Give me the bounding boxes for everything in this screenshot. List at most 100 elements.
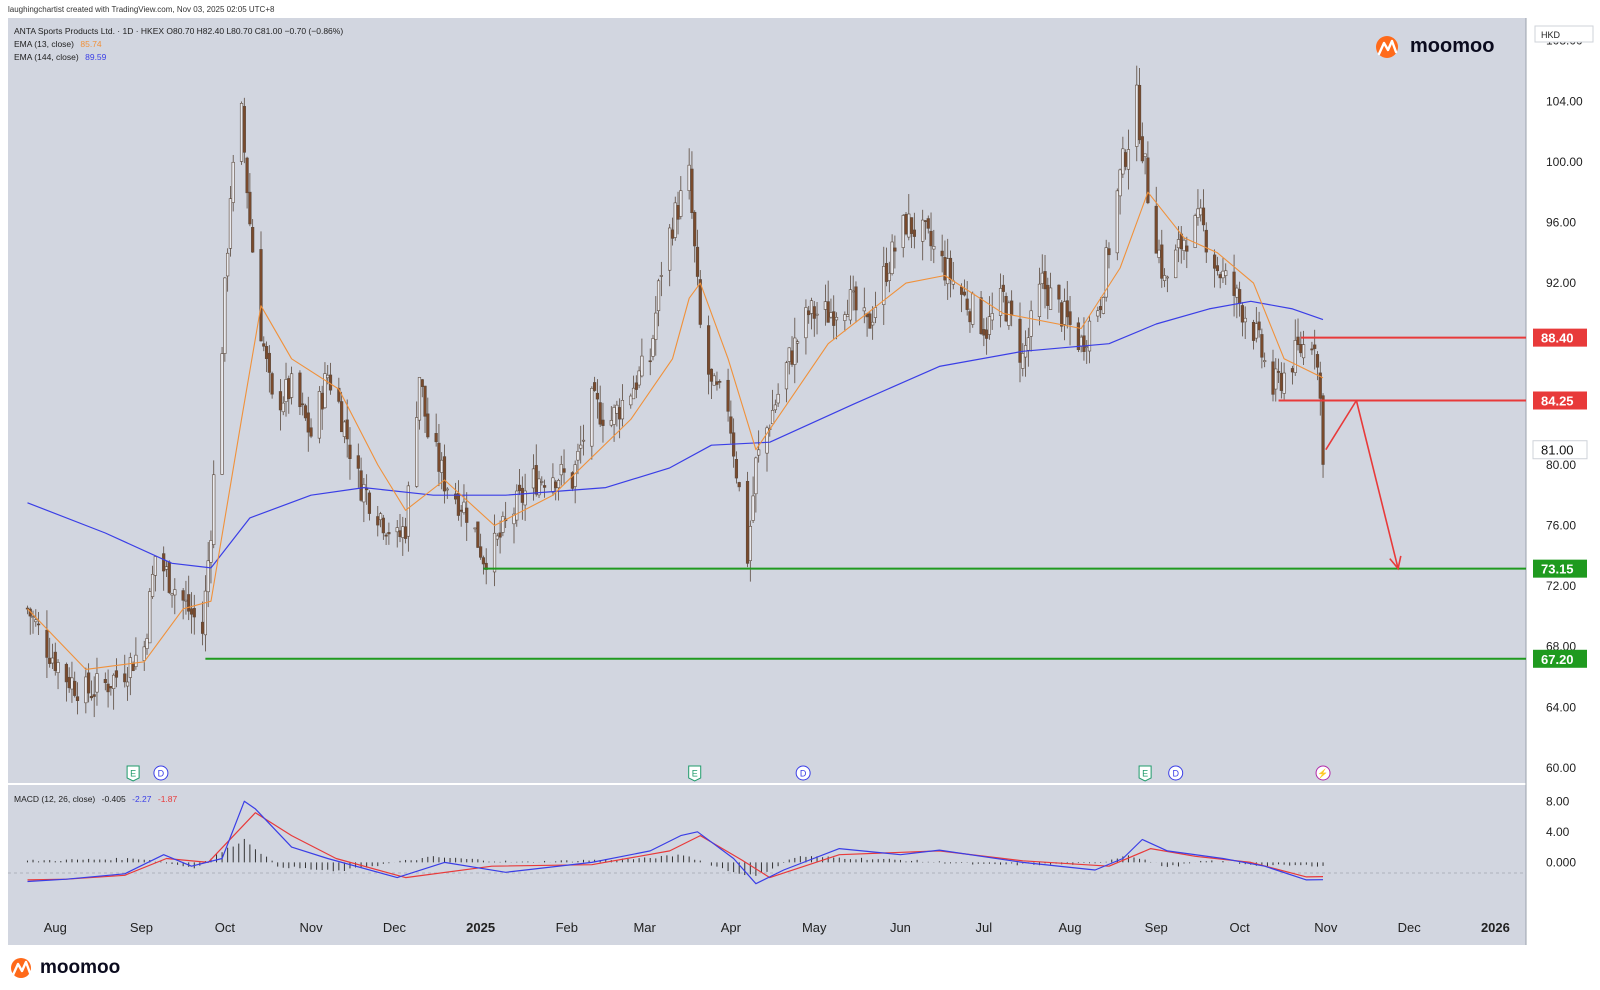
candle-body (1218, 274, 1222, 279)
x-tick-label: Jun (890, 920, 911, 935)
candle-body (712, 375, 716, 386)
candle-body (1004, 296, 1008, 322)
candle-body (284, 379, 288, 402)
candle-body (523, 490, 527, 506)
candle-body (734, 458, 739, 479)
candle-body (1082, 335, 1086, 352)
candle-body (554, 481, 558, 489)
candle-body (640, 355, 644, 377)
candle-body (901, 215, 905, 248)
macd-layer (26, 800, 1324, 885)
candle-body (473, 527, 477, 530)
macd-y-tick-label: 4.00 (1546, 825, 1570, 839)
candle-body (1185, 245, 1189, 252)
candle-body (556, 480, 561, 489)
candle-body (773, 404, 777, 411)
x-tick-label: Nov (1314, 920, 1338, 935)
y-tick-label: 104.00 (1546, 94, 1583, 108)
candle-body (150, 574, 155, 597)
candle-body (637, 370, 641, 386)
candle-body (770, 410, 775, 425)
candle-body (1204, 229, 1208, 253)
candle-body (1299, 344, 1303, 354)
candle-body (615, 404, 619, 414)
candle-body (201, 621, 205, 634)
candle-body (167, 561, 171, 593)
level-badge (1533, 391, 1587, 410)
candle-body (695, 246, 700, 277)
candle-body (987, 316, 992, 335)
candle-body (551, 477, 555, 493)
header-credit: laughingchartist created with TradingVie… (8, 5, 275, 14)
candle-body (123, 673, 127, 683)
candle-body (362, 484, 366, 503)
candle-body (1257, 321, 1261, 331)
legend-ema144: EMA (144, close) 89.59 (14, 52, 107, 62)
candle-body (648, 360, 652, 363)
legend-ema144-value: 89.59 (85, 52, 107, 62)
candle-body (423, 385, 427, 417)
candle-body (745, 480, 750, 564)
candle-body (406, 485, 410, 537)
event-marker-label: D (158, 769, 165, 779)
candle-body (601, 419, 605, 426)
candle-body (654, 312, 658, 340)
candle-body (342, 421, 347, 437)
candle-body (125, 681, 130, 687)
candle-body (1282, 372, 1286, 394)
candle-body (1040, 272, 1044, 284)
candle-body (1126, 149, 1131, 170)
candle-body (1176, 239, 1181, 249)
candle-body (420, 379, 424, 387)
candle-body (718, 381, 722, 383)
candle-body (826, 301, 830, 323)
candle-body (559, 464, 563, 476)
ema-144-line (27, 300, 1324, 569)
candle-body (378, 513, 383, 521)
candle-body (926, 218, 930, 229)
level-badge (1533, 559, 1587, 578)
candle-body (398, 530, 402, 538)
candle-body (1137, 84, 1142, 141)
candle-body (971, 293, 975, 325)
candle-body (620, 400, 625, 420)
candle-body (787, 347, 791, 362)
legend-ema144-label: EMA (144, close) (14, 52, 79, 62)
legend-ema13-label: EMA (13, close) (14, 39, 74, 49)
candle-body (248, 191, 252, 225)
event-marker-label: ⚡ (1317, 768, 1328, 780)
macd-legend-title: MACD (12, 26, close) (14, 794, 95, 804)
candle-body (1279, 372, 1283, 391)
candle-body (239, 103, 244, 162)
candle-body (223, 277, 227, 354)
candle-body (729, 416, 733, 434)
candle-body (278, 391, 283, 411)
candle-body (784, 362, 789, 390)
candle-body (940, 250, 944, 257)
macd-legend-macd: -2.27 (132, 794, 152, 804)
candle-body (890, 241, 894, 274)
candle-body (187, 594, 191, 612)
candle-body (326, 374, 330, 379)
candle-body (757, 449, 761, 456)
candle-body (790, 350, 794, 365)
candle-body (498, 532, 502, 538)
macd-legend: MACD (12, 26, close) -0.405 -2.27 -1.87 (14, 794, 178, 804)
candle-body (367, 492, 372, 514)
candle-body (884, 263, 889, 282)
candle-body (251, 227, 255, 253)
levels-layer (205, 336, 1526, 660)
ema-144-layer (27, 300, 1324, 569)
candle-body (323, 373, 327, 409)
candle-body (434, 433, 438, 443)
candle-body (220, 353, 224, 475)
candle-body (893, 247, 897, 252)
candle-body (228, 198, 233, 249)
x-tick-label: Feb (556, 920, 578, 935)
candle-body (1201, 207, 1206, 226)
level-badge (1533, 328, 1587, 347)
event-marker-label: D (1172, 769, 1179, 779)
candle-body (95, 673, 99, 693)
candle-body (985, 329, 989, 339)
